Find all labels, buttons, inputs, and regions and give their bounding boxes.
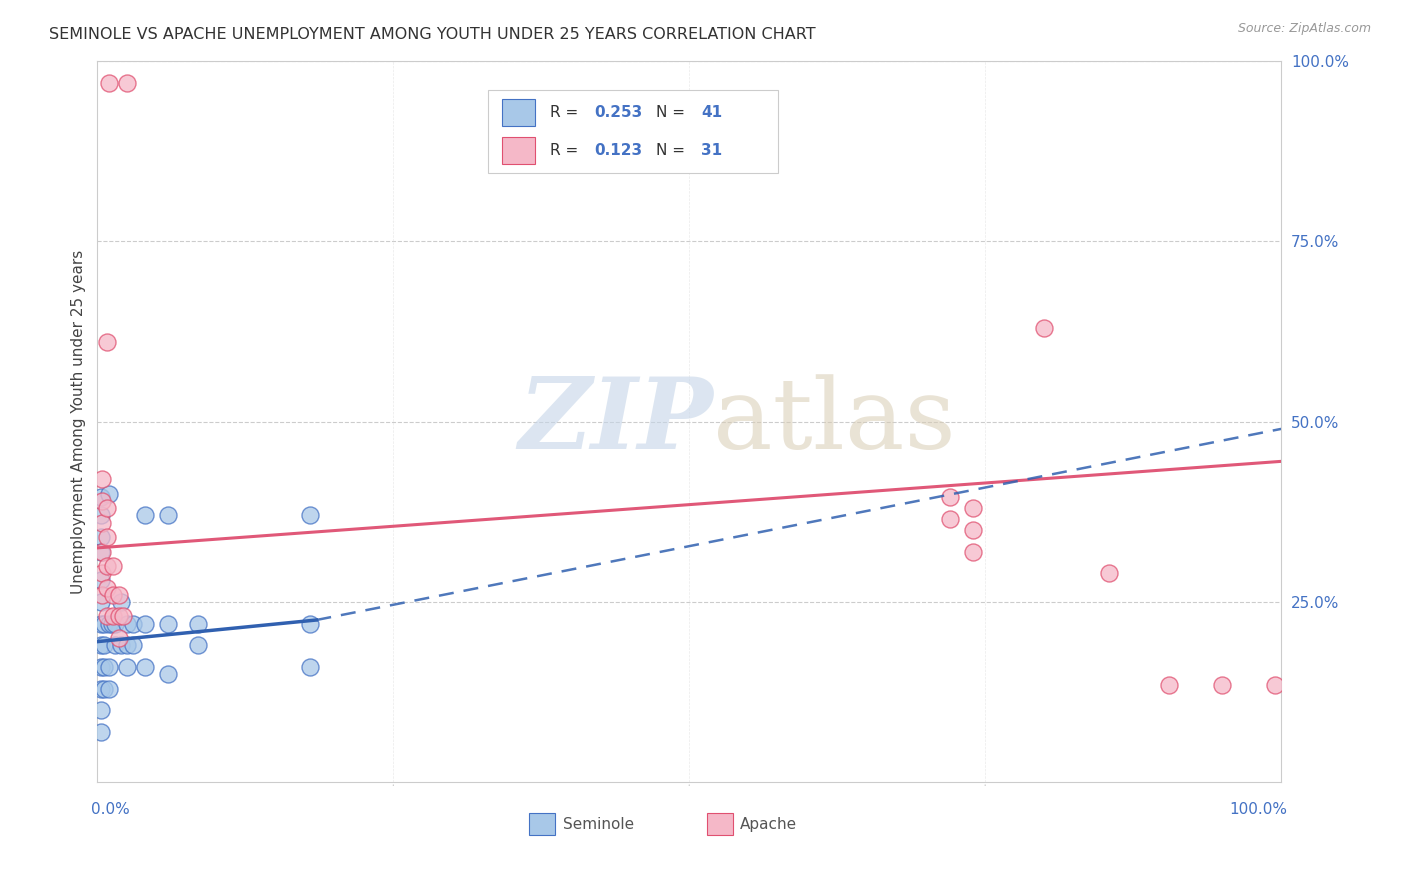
Point [134,660,156,674]
Text: 0.253: 0.253 [595,105,643,120]
Point [91,472,114,486]
Text: R =: R = [550,105,582,120]
Point [115,76,138,90]
Point [115,660,138,674]
Point [96,335,118,350]
Text: 31: 31 [702,143,723,158]
Point [90,724,112,739]
Bar [502,99,536,126]
Text: Seminole: Seminole [562,816,634,831]
Text: 0.0%: 0.0% [91,803,131,817]
Point [91,494,114,508]
Text: R =: R = [550,143,582,158]
Text: 100.0%: 100.0% [1229,803,1286,817]
Point [90,616,112,631]
Text: SEMINOLE VS APACHE UNEMPLOYMENT AMONG YOUTH UNDER 25 YEARS CORRELATION CHART: SEMINOLE VS APACHE UNEMPLOYMENT AMONG YO… [49,27,815,42]
Point [90,595,112,609]
Point [1211,678,1233,692]
Point [110,595,132,609]
Point [107,588,129,602]
Text: atlas: atlas [713,374,956,469]
Point [1157,678,1180,692]
Point [96,530,118,544]
Text: N =: N = [657,143,690,158]
Point [93,616,115,631]
Point [98,616,121,631]
Point [1098,566,1121,581]
Point [115,616,138,631]
Point [157,508,180,523]
Point [187,616,209,631]
Point [134,616,156,631]
Point [107,631,129,645]
Point [90,544,112,558]
Point [299,660,322,674]
Point [96,558,118,573]
Point [90,660,112,674]
Point [112,609,135,624]
Point [107,609,129,624]
Point [101,588,124,602]
Point [110,638,132,652]
Text: Source: ZipAtlas.com: Source: ZipAtlas.com [1237,22,1371,36]
Point [101,558,124,573]
Point [91,516,114,530]
Point [938,491,960,505]
Point [93,660,115,674]
Point [96,501,118,516]
Y-axis label: Unemployment Among Youth under 25 years: Unemployment Among Youth under 25 years [72,250,86,594]
Point [90,530,112,544]
Text: ZIP: ZIP [517,374,713,470]
Point [157,667,180,681]
Point [93,638,115,652]
Bar [707,814,733,835]
Point [91,566,114,581]
Point [121,638,143,652]
Point [98,660,121,674]
Point [157,616,180,631]
Point [90,703,112,717]
Point [101,609,124,624]
Point [115,638,138,652]
Text: 0.123: 0.123 [595,143,643,158]
Point [299,508,322,523]
Point [96,581,118,595]
Point [1264,678,1286,692]
Point [90,508,112,523]
Text: 41: 41 [702,105,723,120]
Point [962,544,984,558]
Point [134,508,156,523]
Point [93,681,115,696]
Point [121,616,143,631]
Point [91,544,114,558]
Text: Apache: Apache [740,816,797,831]
Point [91,588,114,602]
Point [100,616,122,631]
Point [98,681,121,696]
Bar [530,814,555,835]
Point [938,512,960,526]
Point [962,523,984,537]
Point [299,616,322,631]
Point [1033,321,1056,335]
Point [104,638,127,652]
Text: N =: N = [657,105,690,120]
Bar [502,136,536,164]
FancyBboxPatch shape [488,90,778,173]
Point [90,574,112,588]
Point [98,487,121,501]
Point [90,491,112,505]
Point [187,638,209,652]
Point [104,616,127,631]
Point [90,681,112,696]
Point [90,638,112,652]
Point [962,501,984,516]
Point [96,609,118,624]
Point [98,76,121,90]
